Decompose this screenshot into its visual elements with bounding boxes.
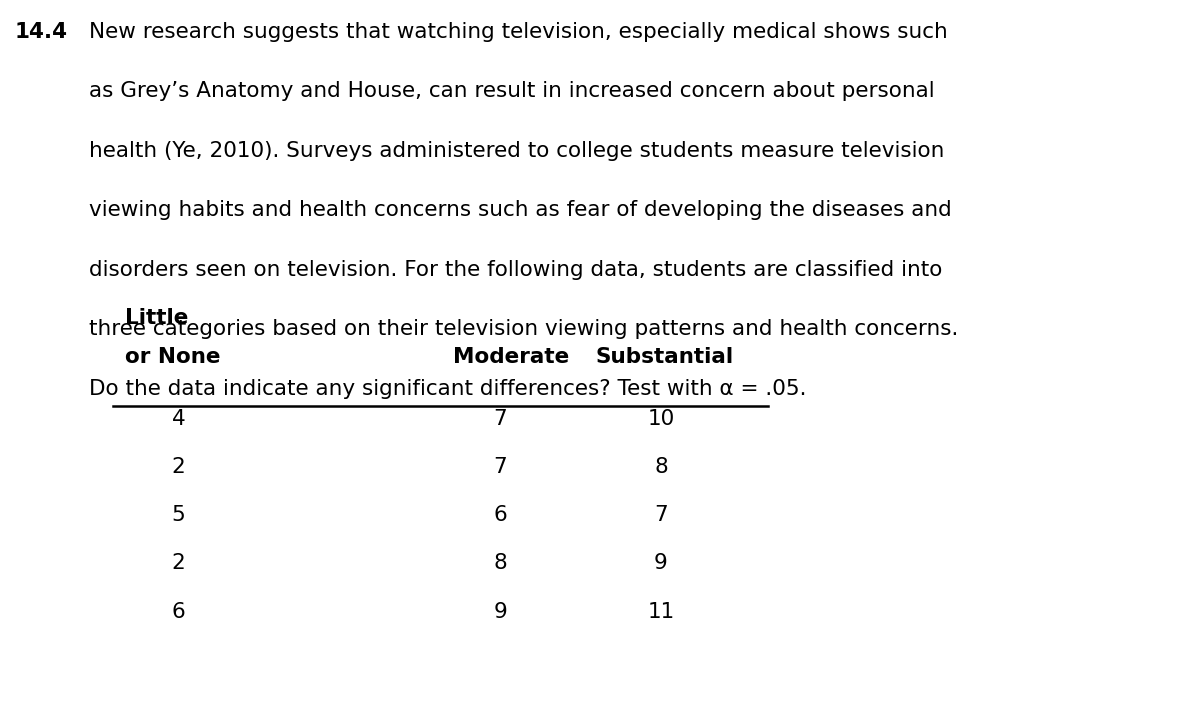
Text: Moderate: Moderate xyxy=(452,347,569,367)
Text: disorders seen on television. For the following data, students are classified in: disorders seen on television. For the fo… xyxy=(89,260,943,280)
Text: Do the data indicate any significant differences? Test with α = .05.: Do the data indicate any significant dif… xyxy=(89,379,806,399)
Text: 8: 8 xyxy=(654,457,668,477)
Text: 9: 9 xyxy=(493,602,508,621)
Text: 9: 9 xyxy=(654,553,668,574)
Text: 5: 5 xyxy=(172,505,186,526)
Text: 10: 10 xyxy=(647,409,674,429)
Text: 6: 6 xyxy=(172,602,186,621)
Text: 11: 11 xyxy=(647,602,674,621)
Text: 14.4: 14.4 xyxy=(14,22,67,42)
Text: 2: 2 xyxy=(172,457,186,477)
Text: 7: 7 xyxy=(654,505,668,526)
Text: or None: or None xyxy=(125,347,221,367)
Text: 7: 7 xyxy=(493,409,508,429)
Text: 2: 2 xyxy=(172,553,186,574)
Text: viewing habits and health concerns such as fear of developing the diseases and: viewing habits and health concerns such … xyxy=(89,200,952,221)
Text: 6: 6 xyxy=(493,505,508,526)
Text: Substantial: Substantial xyxy=(595,347,733,367)
Text: 4: 4 xyxy=(172,409,186,429)
Text: Little: Little xyxy=(125,308,188,328)
Text: 7: 7 xyxy=(493,457,508,477)
Text: New research suggests that watching television, especially medical shows such: New research suggests that watching tele… xyxy=(89,22,948,42)
Text: as Grey’s Anatomy and House, can result in increased concern about personal: as Grey’s Anatomy and House, can result … xyxy=(89,81,935,102)
Text: three categories based on their television viewing patterns and health concerns.: three categories based on their televisi… xyxy=(89,319,959,340)
Text: 8: 8 xyxy=(493,553,508,574)
Text: health (Ye, 2010). Surveys administered to college students measure television: health (Ye, 2010). Surveys administered … xyxy=(89,141,944,161)
